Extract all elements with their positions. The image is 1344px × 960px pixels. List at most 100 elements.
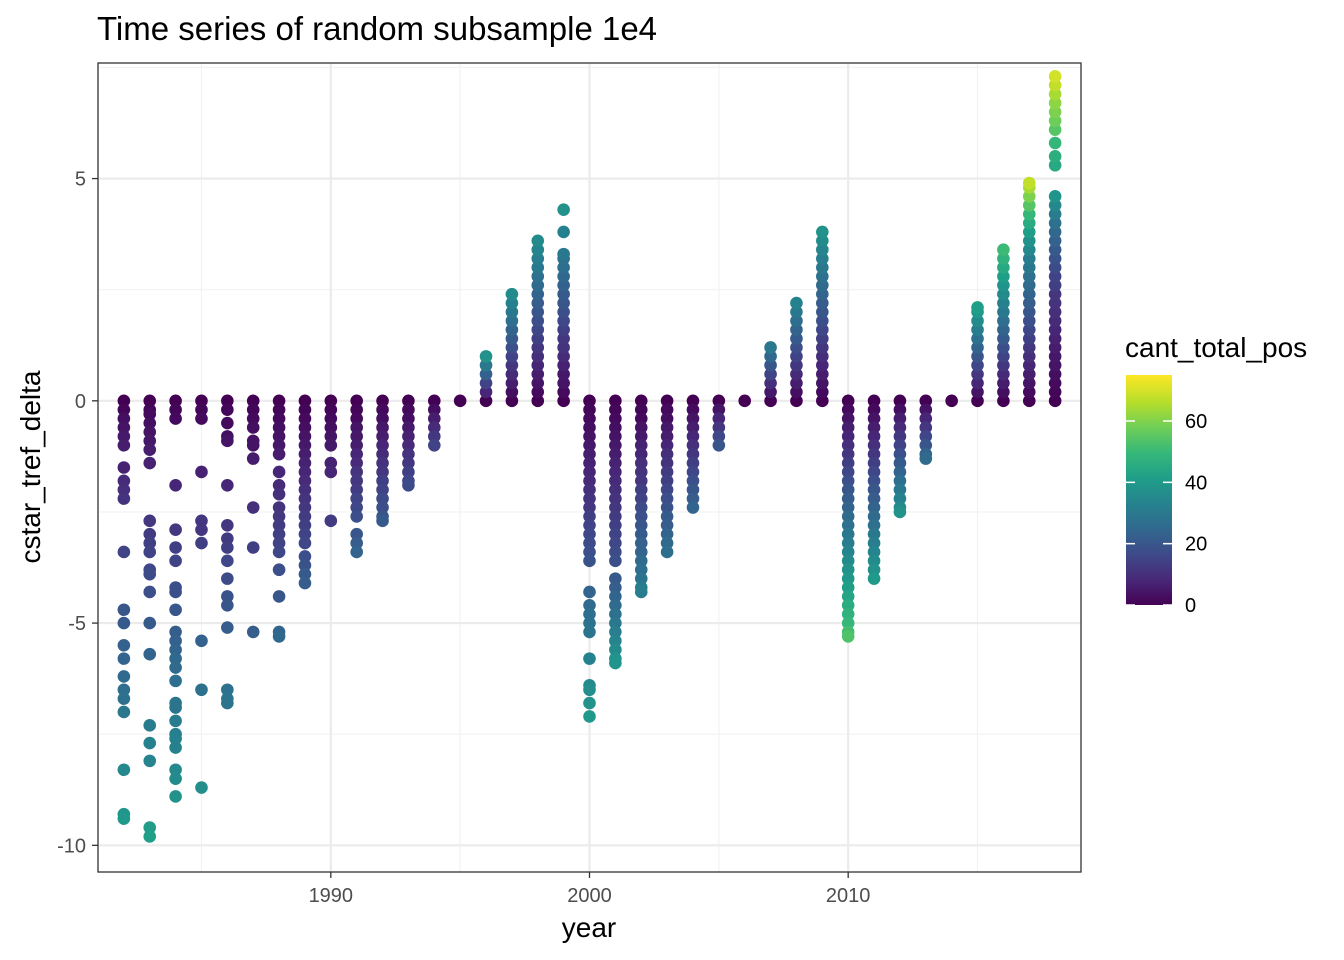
data-point: [919, 412, 933, 425]
data-point: [867, 394, 881, 408]
data-point: [350, 510, 363, 523]
data-point: [169, 741, 182, 754]
data-point: [816, 350, 829, 363]
data-point: [686, 492, 700, 505]
data-point: [479, 394, 493, 408]
data-point: [479, 350, 493, 363]
data-point: [402, 456, 415, 470]
data-point: [350, 536, 363, 550]
data-point: [583, 545, 596, 559]
data-point: [609, 545, 622, 559]
data-point: [505, 385, 519, 399]
data-point: [221, 434, 234, 448]
data-point: [350, 501, 363, 514]
data-point: [997, 341, 1010, 354]
data-point: [298, 492, 312, 505]
data-point: [143, 545, 157, 559]
data-point: [583, 501, 596, 514]
data-point: [609, 456, 622, 470]
data-point: [272, 403, 286, 417]
data-point: [1048, 158, 1062, 172]
data-point: [272, 510, 286, 523]
data-point: [790, 296, 803, 310]
data-point: [427, 412, 441, 425]
x-axis: 1990 2000 2010: [309, 872, 870, 907]
data-point: [816, 287, 829, 301]
data-point: [660, 536, 674, 550]
data-point: [1022, 314, 1036, 328]
data-point: [712, 430, 726, 443]
data-point: [272, 438, 286, 452]
data-point: [686, 483, 700, 497]
data-point: [298, 567, 312, 581]
data-point: [117, 421, 131, 434]
data-point: [686, 412, 700, 425]
data-point: [272, 590, 286, 603]
data-point: [272, 630, 286, 643]
data-point: [246, 438, 260, 452]
data-point: [117, 394, 131, 408]
data-point: [971, 394, 984, 408]
data-point: [634, 394, 648, 408]
data-point: [583, 625, 596, 639]
data-point: [531, 367, 545, 381]
data-point: [272, 478, 286, 492]
data-point: [376, 438, 389, 452]
data-point: [531, 270, 545, 283]
data-point: [531, 350, 545, 363]
data-point: [427, 430, 441, 443]
data-point: [143, 616, 157, 630]
data-point: [609, 598, 622, 612]
data-point: [893, 492, 907, 505]
data-point: [919, 452, 933, 465]
data-point: [143, 394, 157, 408]
data-point: [117, 639, 131, 652]
data-point: [893, 403, 907, 417]
data-point: [505, 367, 519, 381]
data-point: [609, 590, 622, 603]
colorbar-tick-label: 0: [1185, 595, 1196, 617]
data-point: [919, 403, 933, 417]
data-point: [1048, 225, 1062, 239]
data-point: [971, 332, 984, 345]
data-point: [117, 438, 131, 452]
data-point: [583, 696, 596, 710]
data-point: [350, 403, 363, 417]
data-point: [1048, 198, 1062, 212]
data-point: [298, 576, 312, 590]
data-point: [997, 323, 1010, 337]
data-point: [971, 385, 984, 399]
data-point: [634, 421, 648, 434]
data-point: [453, 394, 467, 408]
data-point: [117, 461, 131, 474]
data-point: [376, 501, 389, 514]
data-point: [712, 412, 726, 425]
data-point: [971, 367, 984, 381]
data-point: [143, 434, 157, 448]
data-point: [816, 358, 829, 372]
data-point: [764, 341, 777, 354]
data-point: [298, 518, 312, 532]
data-point: [505, 350, 519, 363]
data-point: [350, 483, 363, 497]
data-point: [143, 407, 157, 421]
colorbar-tick-label: 60: [1185, 411, 1207, 433]
colorbar-tick-label: 20: [1185, 534, 1207, 556]
data-point: [272, 465, 286, 479]
y-tick-label: -10: [57, 835, 86, 857]
data-point: [660, 394, 674, 408]
data-point: [997, 385, 1010, 399]
data-point: [841, 421, 855, 434]
data-point: [143, 443, 157, 457]
data-point: [169, 674, 182, 688]
data-point: [505, 358, 519, 372]
data-point: [583, 585, 596, 599]
data-point: [1022, 225, 1036, 239]
data-point: [660, 403, 674, 417]
data-point: [402, 412, 415, 425]
data-point: [867, 474, 881, 488]
data-point: [583, 652, 596, 665]
data-point: [298, 550, 312, 563]
data-point: [1022, 287, 1036, 301]
data-point: [324, 403, 338, 417]
